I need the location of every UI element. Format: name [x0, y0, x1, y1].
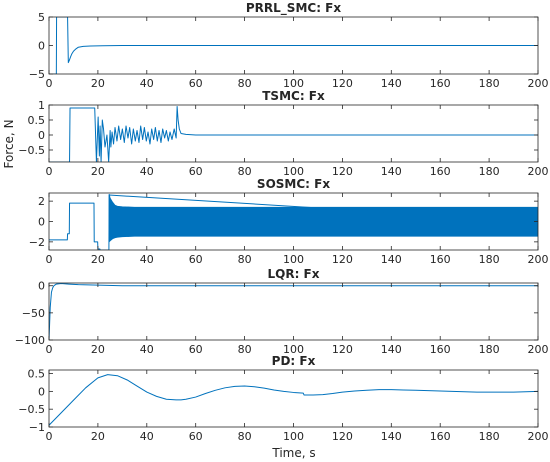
x-tick-label: 160	[430, 253, 451, 266]
x-tick-label: 20	[91, 430, 105, 443]
y-axis-label: Force, N	[2, 119, 16, 168]
series-line	[49, 374, 538, 426]
x-tick-label: 100	[283, 343, 304, 356]
x-tick-label: 200	[528, 253, 549, 266]
subplot-3: SOSMC: Fx0 20 40 60 80 100 120 140 160 180 200−202	[29, 177, 549, 266]
x-tick-label: 80	[238, 253, 252, 266]
y-tick-label: −5	[29, 68, 45, 81]
x-tick-label: 40	[140, 343, 154, 356]
x-tick-label: 120	[332, 430, 353, 443]
subplot-5: PD: Fx 0 20 40 60 80 100 120 140 160 180 200 −1 −0.5 0…	[18, 354, 548, 443]
x-tick-label: 120	[332, 343, 353, 356]
x-tick-label: 160	[430, 430, 451, 443]
subplot-1: PRRL_SMC: Fx 0 20 40 60 80 100 120 140 160 180 200 −…	[29, 1, 549, 90]
x-tick-label: 120	[332, 165, 353, 178]
y-tick-label: 0	[38, 216, 45, 229]
y-tick-label: 5	[38, 11, 45, 24]
subplot-title: LQR: Fx	[267, 267, 319, 281]
x-tick-label: 180	[479, 343, 500, 356]
y-tick-label: 1	[38, 99, 45, 112]
x-tick-label: 40	[140, 165, 154, 178]
x-tick-label: 140	[381, 77, 402, 90]
x-tick-label: 180	[479, 165, 500, 178]
x-tick-label: 160	[430, 77, 451, 90]
x-tick-label: 60	[189, 165, 203, 178]
x-tick-label: 60	[189, 77, 203, 90]
plot-area	[49, 283, 538, 340]
y-tick-label: −0.5	[18, 144, 45, 157]
y-tick-label: 0.5	[28, 114, 46, 127]
y-tick-label: 0	[38, 40, 45, 53]
y-tick-label: −2	[29, 236, 45, 249]
x-tick-label: 80	[238, 430, 252, 443]
plot-area	[49, 193, 538, 250]
x-tick-label: 0	[46, 77, 53, 90]
subplot-title: PD: Fx	[272, 354, 316, 368]
y-tick-label: −100	[15, 334, 45, 347]
y-tick-label: 0	[38, 129, 45, 142]
x-tick-label: 0	[46, 165, 53, 178]
x-tick-label: 140	[381, 165, 402, 178]
x-tick-label: 80	[238, 343, 252, 356]
subplot-4: LQR: Fx 0 20 40 60 80 100 120 140 160 180 200 −100 −5…	[15, 267, 549, 356]
series-line	[49, 283, 538, 340]
plot-area	[49, 374, 538, 426]
y-tick-label: 0.5	[28, 368, 46, 381]
x-tick-label: 20	[91, 77, 105, 90]
series-line	[49, 106, 538, 162]
x-tick-label: 40	[140, 253, 154, 266]
x-tick-label: 40	[140, 77, 154, 90]
subplot-title: SOSMC: Fx	[257, 177, 330, 191]
x-tick-label: 0	[46, 430, 53, 443]
x-tick-label: 60	[189, 343, 203, 356]
x-tick-label: 100	[283, 165, 304, 178]
x-tick-label: 60	[189, 430, 203, 443]
x-tick-label: 180	[479, 430, 500, 443]
x-tick-label: 100	[283, 77, 304, 90]
subplot-title: TSMC: Fx	[262, 89, 325, 103]
y-tick-label: −1	[29, 421, 45, 434]
x-tick-label: 180	[479, 77, 500, 90]
x-tick-label: 80	[238, 165, 252, 178]
subplot-2: TSMC: Fx0 20 40 60 80 100 120 140 160 180 200−0.50…	[18, 89, 548, 178]
x-tick-label: 140	[381, 343, 402, 356]
plot-area	[49, 17, 538, 74]
x-tick-label: 100	[283, 253, 304, 266]
plot-area	[49, 106, 538, 162]
x-tick-label: 200	[528, 77, 549, 90]
x-tick-label: 120	[332, 253, 353, 266]
x-tick-label: 60	[189, 253, 203, 266]
x-tick-label: 40	[140, 430, 154, 443]
x-tick-label: 80	[238, 77, 252, 90]
x-tick-label: 20	[91, 253, 105, 266]
series-line	[49, 194, 538, 250]
x-tick-label: 180	[479, 253, 500, 266]
y-tick-label: 0	[38, 385, 45, 398]
x-tick-label: 140	[381, 253, 402, 266]
x-tick-label: 200	[528, 165, 549, 178]
x-tick-label: 20	[91, 343, 105, 356]
y-tick-label: −0.5	[18, 403, 45, 416]
x-tick-label: 160	[430, 165, 451, 178]
series-line	[49, 17, 538, 74]
oscillation-band	[108, 193, 538, 243]
y-tick-label: 0	[38, 280, 45, 293]
x-tick-label: 120	[332, 77, 353, 90]
y-tick-label: −50	[22, 307, 45, 320]
x-tick-label: 200	[528, 343, 549, 356]
subplot-title: PRRL_SMC: Fx	[246, 1, 341, 16]
x-tick-label: 200	[528, 430, 549, 443]
x-axis-label: Time, s	[271, 446, 315, 460]
x-tick-label: 0	[46, 343, 53, 356]
y-tick-label: 2	[38, 195, 45, 208]
x-tick-label: 140	[381, 430, 402, 443]
x-tick-label: 0	[46, 253, 53, 266]
x-tick-label: 100	[283, 430, 304, 443]
x-tick-label: 160	[430, 343, 451, 356]
subplots: PRRL_SMC: Fx0 20 40 60 80 100 120 140 160 180 200−…	[15, 1, 549, 443]
x-tick-label: 20	[91, 165, 105, 178]
